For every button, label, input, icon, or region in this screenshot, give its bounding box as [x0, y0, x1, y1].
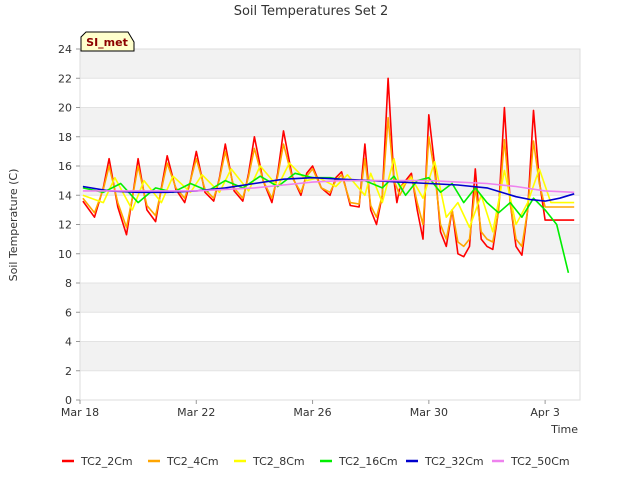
- legend-item: TC2_32Cm: [406, 455, 484, 468]
- y-tick-label: 0: [65, 394, 72, 407]
- x-tick-label: Apr 3: [530, 406, 560, 419]
- y-tick-label: 14: [58, 189, 72, 202]
- legend-item: TC2_16Cm: [320, 455, 398, 468]
- series-lines: [82, 77, 575, 273]
- plot-band: [80, 107, 580, 137]
- legend-label: TC2_32Cm: [424, 455, 484, 468]
- legend-label: TC2_4Cm: [166, 455, 219, 468]
- plot-band: [80, 49, 580, 79]
- plot-band: [80, 224, 580, 254]
- x-axis-ticks: Mar 18 Mar 22 Mar 26 Mar 30 Apr 3: [61, 400, 560, 419]
- legend-item: TC2_2Cm: [62, 455, 133, 468]
- legend-label: TC2_16Cm: [338, 455, 398, 468]
- y-tick-label: 18: [58, 131, 72, 144]
- x-axis-label: Time: [550, 423, 578, 436]
- legend-label: TC2_8Cm: [252, 455, 305, 468]
- legend-label: TC2_50Cm: [510, 455, 570, 468]
- series-line-tc2_16cm: [82, 172, 570, 273]
- y-tick-label: 24: [58, 43, 72, 56]
- legend-label: TC2_2Cm: [80, 455, 133, 468]
- y-tick-label: 12: [58, 219, 72, 232]
- y-tick-label: 4: [65, 336, 72, 349]
- chart-title: Soil Temperatures Set 2: [234, 4, 389, 19]
- y-tick-label: 10: [58, 248, 72, 261]
- legend: TC2_2Cm TC2_4Cm TC2_8Cm TC2_16Cm TC2_32Cm TC2…: [62, 455, 570, 468]
- y-tick-label: 22: [58, 72, 72, 85]
- y-tick-label: 16: [58, 160, 72, 173]
- x-tick-label: Mar 18: [61, 406, 99, 419]
- plot-band: [80, 78, 580, 108]
- x-tick-label: Mar 22: [177, 406, 215, 419]
- y-axis-label: Soil Temperature (C): [7, 169, 20, 282]
- legend-item: TC2_8Cm: [234, 455, 305, 468]
- plot-background-bands: [80, 48, 580, 401]
- legend-item: TC2_50Cm: [492, 455, 570, 468]
- y-tick-label: 6: [65, 306, 72, 319]
- legend-item: TC2_4Cm: [148, 455, 219, 468]
- series-line-tc2_8cm: [82, 157, 575, 233]
- y-tick-label: 2: [65, 365, 72, 378]
- plot-band: [80, 370, 580, 400]
- x-tick-label: Mar 30: [410, 406, 448, 419]
- series-line-tc2_50cm: [82, 179, 575, 194]
- plot-band: [80, 341, 580, 371]
- site-badge-text: SI_met: [86, 36, 128, 49]
- plot-band: [80, 312, 580, 342]
- y-tick-label: 8: [65, 277, 72, 290]
- y-tick-label: 20: [58, 102, 72, 115]
- site-badge-box: [80, 31, 135, 52]
- x-tick-label: Mar 26: [293, 406, 331, 419]
- site-badge: SI_met: [80, 31, 135, 52]
- plot-band: [80, 253, 580, 283]
- plot-band: [80, 136, 580, 166]
- plot-band: [80, 283, 580, 313]
